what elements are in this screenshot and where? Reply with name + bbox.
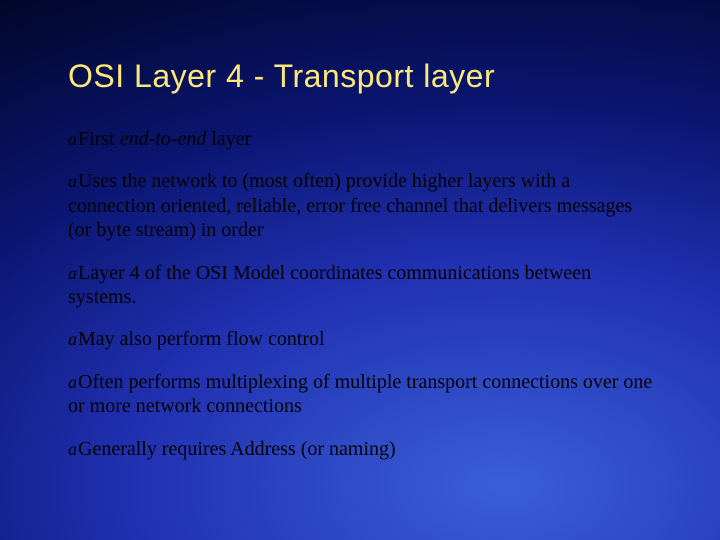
bullet-list: aFirst end-to-end layer aUses the networ… xyxy=(68,127,660,461)
bullet-text: May also perform flow control xyxy=(78,328,325,350)
bullet-item: aUses the network to (most often) provid… xyxy=(68,169,660,242)
slide-title: OSI Layer 4 - Transport layer xyxy=(68,58,660,95)
bullet-icon: a xyxy=(68,372,77,392)
bullet-icon: a xyxy=(68,439,77,459)
bullet-text: Generally requires Address (or naming) xyxy=(78,438,396,460)
bullet-icon: a xyxy=(68,129,77,149)
slide: OSI Layer 4 - Transport layer aFirst end… xyxy=(0,0,720,540)
bullet-icon: a xyxy=(68,263,77,283)
bullet-text: Often performs multiplexing of multiple … xyxy=(68,371,652,417)
bullet-text-post: layer xyxy=(206,128,251,150)
bullet-item: aFirst end-to-end layer xyxy=(68,127,660,151)
bullet-text: Layer 4 of the OSI Model coordinates com… xyxy=(68,262,591,308)
bullet-text-pre: First xyxy=(78,128,120,150)
bullet-item: aOften performs multiplexing of multiple… xyxy=(68,370,660,419)
bullet-text-italic: end-to-end xyxy=(120,128,207,150)
bullet-text: Uses the network to (most often) provide… xyxy=(68,170,632,241)
bullet-icon: a xyxy=(68,329,77,349)
bullet-item: aGenerally requires Address (or naming) xyxy=(68,437,660,461)
bullet-icon: a xyxy=(68,171,77,191)
bullet-item: aMay also perform flow control xyxy=(68,327,660,351)
bullet-item: aLayer 4 of the OSI Model coordinates co… xyxy=(68,261,660,310)
